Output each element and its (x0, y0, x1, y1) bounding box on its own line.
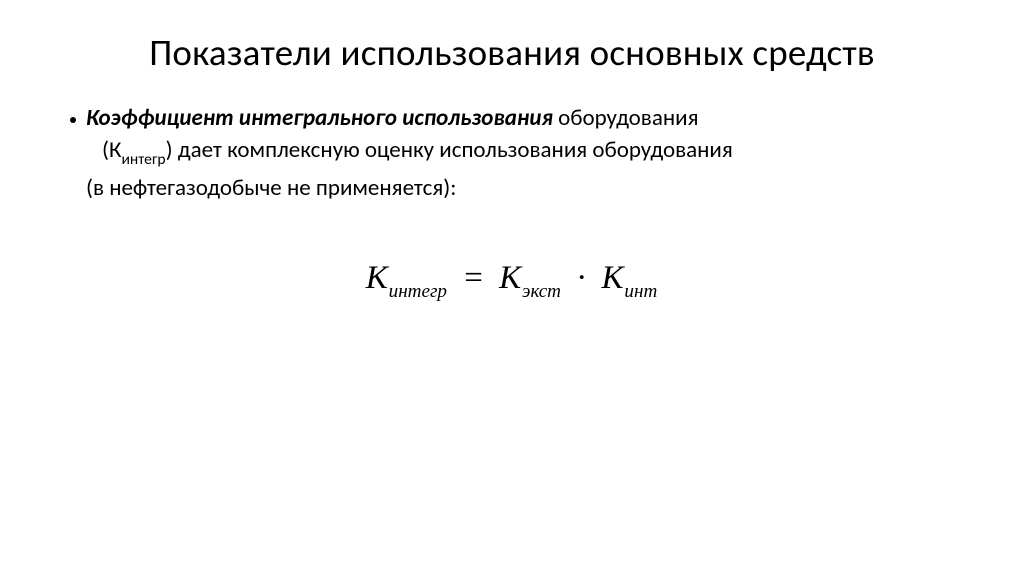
formula-dot: · (570, 260, 593, 296)
formula-sub2: экст (521, 281, 562, 302)
bullet-item: Коэффициент интегрального использования … (70, 104, 954, 134)
formula-equals: = (456, 260, 491, 296)
formula-k2: К (499, 260, 521, 296)
bullet-marker-icon (70, 117, 76, 123)
slide-title: Показатели использования основных средст… (70, 30, 954, 76)
formula-sub3: инт (623, 281, 658, 302)
bullet-lead: Коэффициент интегрального использования (86, 104, 553, 132)
line2-suffix: ) дает комплексную оценку использования … (166, 136, 733, 164)
bullet-continuation: (Кинтегр) дает комплексную оценку исполь… (70, 136, 954, 168)
paren-open: (К (102, 136, 121, 164)
note-line: (в нефтегазодобыче не применяется): (70, 174, 954, 202)
formula: Кинтегр = Кэкст · Кинт (70, 260, 954, 302)
slide: Показатели использования основных средст… (0, 0, 1024, 574)
bullet-tail: оборудования (553, 104, 699, 132)
formula-sub1: интегр (388, 281, 448, 302)
formula-k3: К (602, 260, 624, 296)
bullet-text: Коэффициент интегрального использования … (86, 104, 954, 134)
formula-k1: К (366, 260, 388, 296)
subscript-integr: интегр (121, 150, 165, 169)
